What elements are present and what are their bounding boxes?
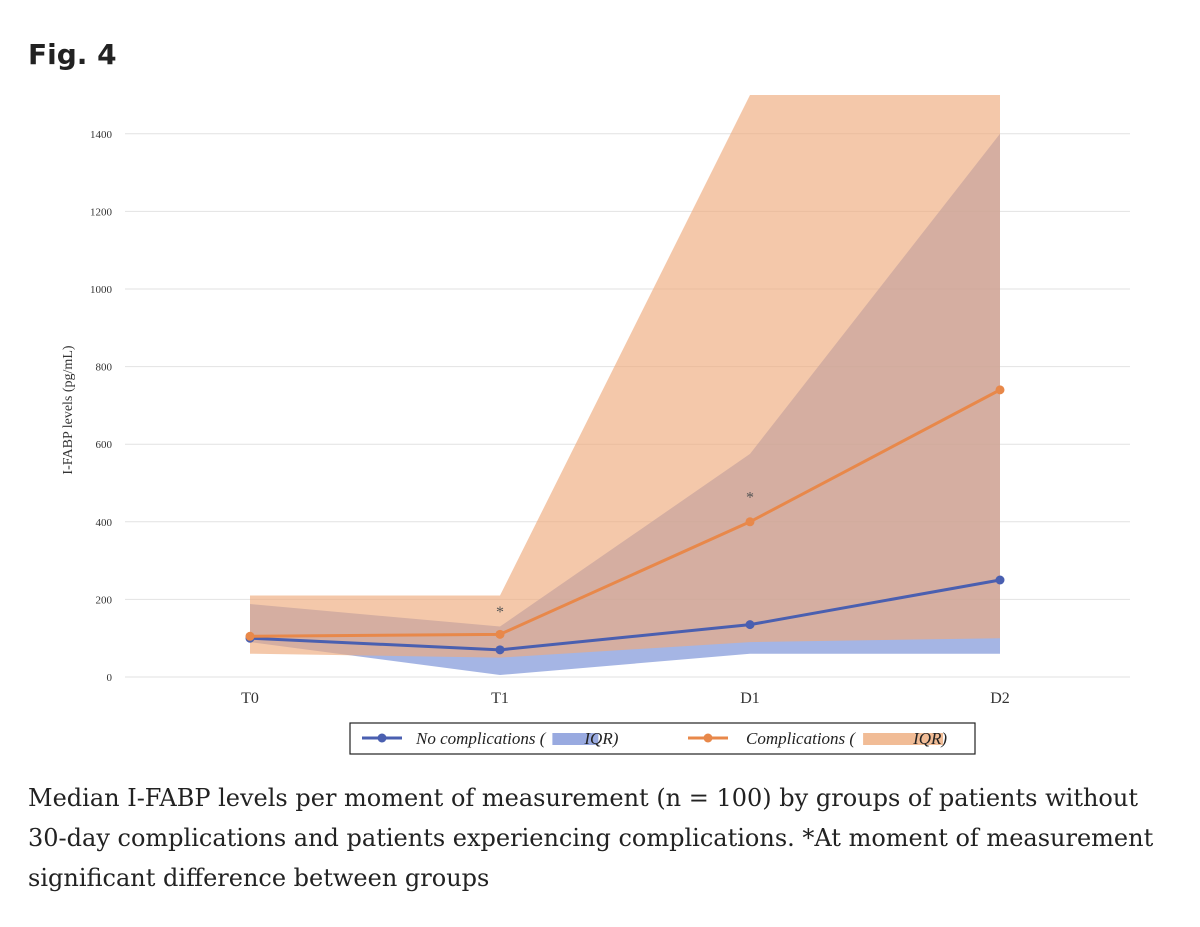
x-tick-label: T1: [491, 690, 509, 707]
x-tick-label: T0: [241, 690, 259, 707]
y-axis-label: I-FABP levels (pg/mL): [61, 345, 76, 474]
x-tick-label: D1: [740, 690, 760, 707]
annotation: *: [746, 490, 754, 507]
legend-label: IQR): [912, 729, 947, 748]
median-point: [495, 645, 505, 655]
y-tick-label: 0: [107, 672, 113, 684]
y-tick-label: 800: [96, 362, 113, 374]
legend-label: Complications (: [746, 729, 856, 748]
legend-swatch: [552, 733, 599, 745]
iqr-band: [250, 95, 1000, 658]
median-point: [745, 620, 755, 630]
caption: Median I-FABP levels per moment of measu…: [28, 784, 1154, 892]
median-point: [495, 629, 505, 639]
median-line: [249, 388, 1001, 638]
annotation: *: [496, 604, 504, 621]
y-tick-label: 1400: [90, 129, 113, 141]
y-tick-label: 200: [96, 594, 113, 606]
legend-label: No complications (: [415, 729, 547, 748]
median-point: [745, 517, 755, 527]
median-line: [249, 578, 1001, 652]
median-point: [995, 575, 1005, 585]
legend-marker: [377, 733, 387, 743]
bands: [250, 95, 1000, 676]
y-tick-label: 600: [96, 439, 113, 451]
legend-marker: [703, 733, 713, 743]
legend-swatch: [863, 733, 944, 745]
legend-label: IQR): [583, 729, 618, 748]
y-tick-label: 400: [96, 517, 113, 529]
y-tick-label: 1200: [90, 206, 113, 218]
figure-label: Fig. 4: [28, 38, 117, 71]
y-tick-label: 1000: [90, 284, 113, 296]
x-tick-label: D2: [990, 690, 1010, 707]
median-point: [245, 631, 255, 641]
chart: I-FABP levels (pg/mL) 0 200 400 600 800 1000 1…: [61, 95, 1130, 755]
median-point: [995, 385, 1005, 395]
